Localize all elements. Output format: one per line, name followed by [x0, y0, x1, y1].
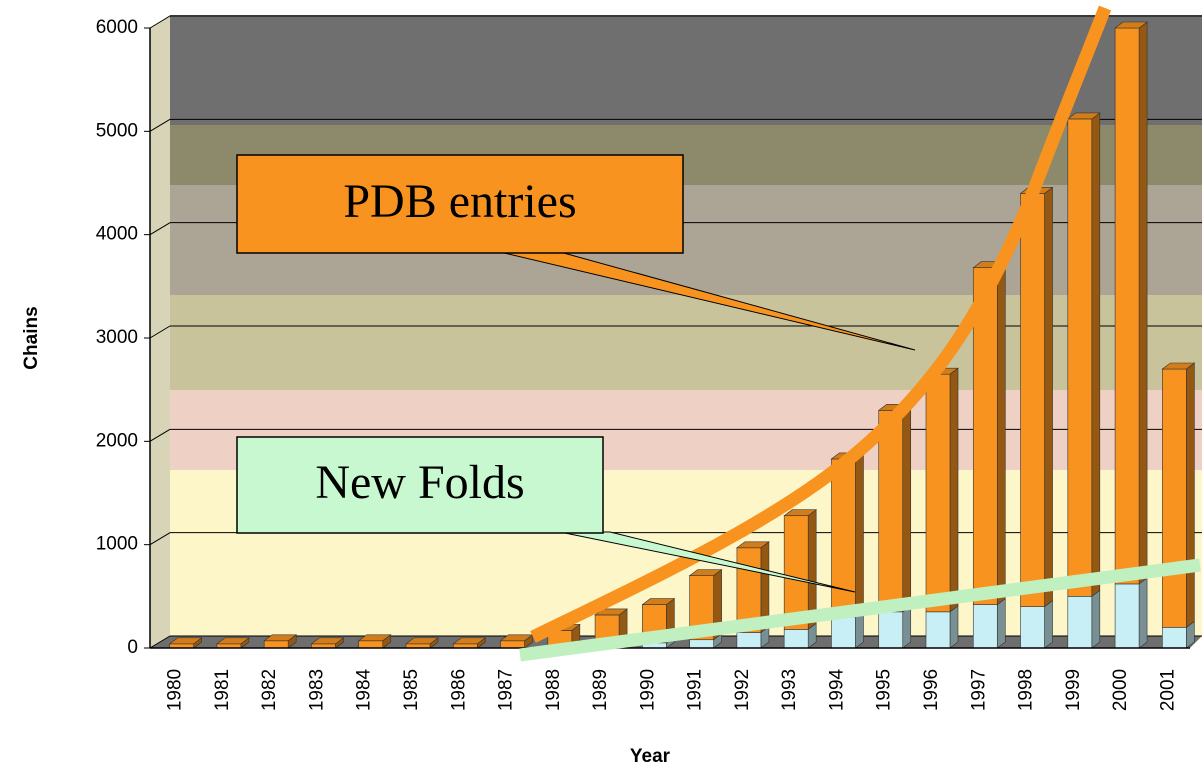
bar-segment [783, 515, 809, 630]
x-tick-label: 1998 [1016, 669, 1037, 711]
x-tick-label: 1981 [212, 669, 233, 711]
y-tick-label: 0 [127, 637, 138, 658]
bar-segment [972, 604, 998, 649]
x-tick-label: 2000 [1110, 669, 1131, 711]
bar-top [1114, 21, 1148, 29]
bar-segment [1114, 27, 1140, 585]
grid-line [149, 118, 171, 132]
bar-side [996, 597, 1006, 649]
bar-segment [1067, 596, 1093, 649]
x-tick-label: 1996 [921, 669, 942, 711]
callout-box [236, 436, 604, 534]
bar-segment [689, 639, 714, 649]
wall-band [170, 15, 1202, 125]
bar-side [1091, 112, 1101, 597]
bar-segment [972, 267, 998, 605]
bar-segment [358, 640, 384, 649]
x-tick-label: 1982 [259, 669, 280, 711]
bar-segment [831, 458, 856, 618]
x-tick-label: 1994 [826, 668, 847, 711]
x-tick-label: 1997 [968, 669, 989, 711]
y-tick-label: 4000 [96, 224, 138, 245]
bar-segment [878, 410, 904, 613]
bar-top [452, 637, 487, 645]
bar-top [405, 637, 439, 645]
bar-segment [500, 640, 525, 649]
bar-side [902, 605, 912, 649]
bar-side [1138, 21, 1148, 585]
bar-segment [878, 611, 904, 649]
x-tick-label: 1989 [590, 669, 611, 711]
grid-line [149, 532, 171, 546]
bar-segment [1162, 368, 1187, 628]
trend-curve [530, 5, 1112, 643]
bar-side [855, 452, 864, 618]
bar-top [783, 509, 818, 517]
bar-side [949, 605, 959, 649]
bar-side [1186, 362, 1195, 628]
bar-top [357, 634, 392, 642]
x-tick-label: 1988 [543, 669, 564, 711]
callout-label: New Folds [315, 456, 524, 509]
bar-top [310, 637, 345, 645]
bar-side [996, 261, 1006, 606]
bar-top [263, 634, 298, 642]
x-tick-label: 1992 [732, 669, 753, 711]
bar-top [736, 541, 770, 549]
x-tick-label: 1980 [165, 669, 186, 711]
x-tick-label: 1986 [448, 669, 469, 711]
bar-top [168, 637, 203, 645]
grid-line [149, 222, 171, 236]
x-tick-label: 1993 [779, 669, 800, 711]
bar-side [1138, 577, 1148, 649]
grid-line [149, 325, 171, 339]
bar-top [1161, 362, 1196, 370]
bar-segment [1067, 118, 1093, 597]
grid-line [149, 15, 171, 29]
bar-top [1066, 112, 1101, 120]
y-tick-label: 5000 [96, 120, 138, 141]
bars [168, 21, 1196, 649]
bar-side [1091, 589, 1101, 649]
bar-segment [1020, 606, 1045, 649]
y-tick-label: 2000 [96, 430, 138, 451]
x-tick-label: 1991 [685, 669, 706, 711]
x-tick-label: 1990 [637, 669, 658, 711]
y-tick-label: 1000 [96, 534, 138, 555]
x-axis-title: Year [630, 746, 671, 767]
bar-side [1044, 600, 1053, 649]
x-tick-label: 1987 [496, 669, 517, 711]
bar-segment [1162, 627, 1187, 649]
y-tick-label: 3000 [96, 327, 138, 348]
callout-box [236, 154, 684, 254]
bar-segment [831, 616, 856, 649]
bar-side [1044, 186, 1053, 608]
y-axis-title: Chains [21, 306, 42, 369]
bar-segment [263, 640, 289, 649]
bar-segment [1114, 583, 1140, 649]
x-tick-label: 1983 [306, 669, 327, 711]
bar-side [949, 367, 959, 613]
trend-line [519, 558, 1201, 662]
bar-side [902, 403, 912, 613]
x-tick-label: 1984 [354, 668, 375, 711]
bar-segment [783, 629, 809, 649]
callout-label: PDB entries [343, 175, 576, 228]
x-tick-label: 1995 [874, 669, 895, 711]
grid-line [149, 635, 171, 649]
bar-segment [925, 373, 951, 613]
y-tick-label: 6000 [96, 17, 138, 38]
x-tick-label: 2001 [1157, 669, 1178, 711]
bar-top [641, 598, 676, 605]
bar-segment [1020, 193, 1045, 607]
x-tick-label: 1999 [1063, 669, 1084, 711]
bar-segment [736, 632, 762, 649]
bar-top [688, 569, 723, 576]
bar-segment [925, 611, 951, 649]
bar-top [216, 637, 250, 645]
x-tick-label: 1985 [401, 669, 422, 711]
grid-line [149, 428, 171, 442]
